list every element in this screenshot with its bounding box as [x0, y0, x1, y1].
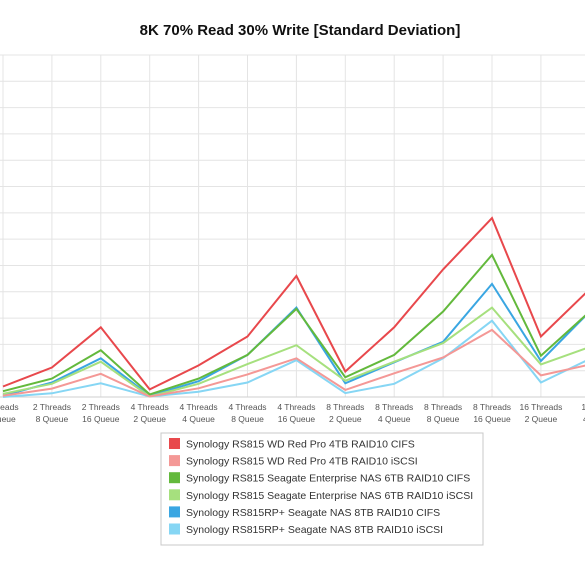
legend-label: Synology RS815 WD Red Pro 4TB RAID10 CIF…	[186, 439, 415, 451]
x-tick-label: 16 T4 Q	[581, 402, 585, 424]
legend-label: Synology RS815RP+ Seagate NAS 8TB RAID10…	[186, 524, 443, 536]
legend-label: Synology RS815 Seagate Enterprise NAS 6T…	[186, 473, 470, 485]
legend: Synology RS815 WD Red Pro 4TB RAID10 CIF…	[160, 432, 484, 546]
x-tick-label: ThreadsQueue	[0, 402, 19, 424]
legend-swatch	[169, 523, 180, 535]
x-tick-label: 8 Threads 8 Queue	[424, 402, 462, 424]
legend-label: Synology RS815 Seagate Enterprise NAS 6T…	[186, 490, 473, 502]
x-tick-label: 8 Threads 2 Queue	[326, 402, 364, 424]
series-lines	[2, 216, 585, 398]
legend-label: Synology RS815 WD Red Pro 4TB RAID10 iSC…	[186, 456, 418, 468]
series-line-4	[2, 306, 585, 398]
legend-swatch	[169, 472, 180, 484]
legend-swatch	[169, 506, 180, 518]
x-tick-label: 4 Threads 4 Queue	[180, 402, 218, 424]
x-tick-label: 2 Threads 16 Queue	[82, 402, 120, 424]
x-tick-label: 2 Threads 8 Queue	[33, 402, 71, 424]
legend-label: Synology RS815RP+ Seagate NAS 8TB RAID10…	[186, 507, 440, 519]
chart-title: 8K 70% Read 30% Write [Standard Deviatio…	[140, 22, 461, 39]
x-tick-label: 8 Threads 4 Queue	[375, 402, 413, 424]
series-line-2	[2, 328, 585, 398]
x-tick-label: 16 Threads 2 Queue	[519, 402, 562, 424]
grid	[0, 54, 585, 398]
legend-swatch	[169, 438, 180, 449]
series-line-5	[2, 282, 585, 397]
series-line-3	[2, 253, 585, 396]
x-tick-label: 4 Threads 8 Queue	[228, 402, 266, 424]
legend-swatch	[169, 489, 180, 501]
legend-box	[160, 432, 484, 546]
legend-swatch	[169, 455, 180, 467]
x-tick-label: 8 Threads 16 Queue	[473, 402, 511, 424]
x-tick-label: 4 Threads 2 Queue	[131, 402, 169, 424]
x-tick-label: 4 Threads 16 Queue	[277, 402, 315, 424]
